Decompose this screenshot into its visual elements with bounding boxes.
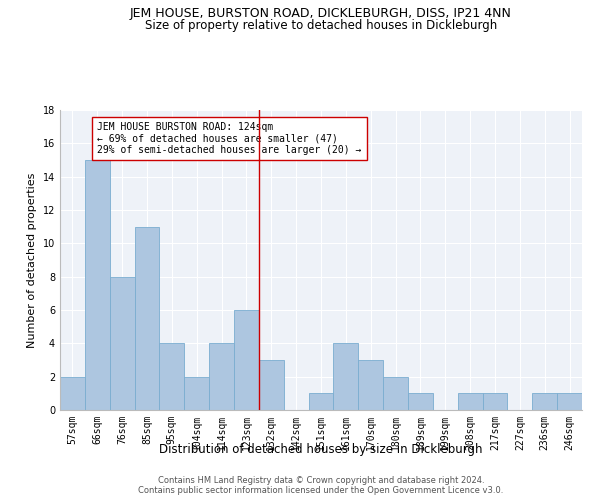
Bar: [557, 394, 582, 410]
Text: Contains HM Land Registry data © Crown copyright and database right 2024.
Contai: Contains HM Land Registry data © Crown c…: [139, 476, 503, 495]
Bar: [408, 394, 433, 410]
Bar: [160, 344, 184, 410]
Bar: [458, 394, 482, 410]
Bar: [334, 344, 358, 410]
Bar: [234, 310, 259, 410]
Bar: [60, 376, 85, 410]
Bar: [110, 276, 134, 410]
Y-axis label: Number of detached properties: Number of detached properties: [27, 172, 37, 348]
Bar: [383, 376, 408, 410]
Bar: [308, 394, 334, 410]
Bar: [259, 360, 284, 410]
Bar: [482, 394, 508, 410]
Text: Distribution of detached houses by size in Dickleburgh: Distribution of detached houses by size …: [159, 442, 483, 456]
Bar: [532, 394, 557, 410]
Text: Size of property relative to detached houses in Dickleburgh: Size of property relative to detached ho…: [145, 19, 497, 32]
Text: JEM HOUSE, BURSTON ROAD, DICKLEBURGH, DISS, IP21 4NN: JEM HOUSE, BURSTON ROAD, DICKLEBURGH, DI…: [130, 8, 512, 20]
Bar: [85, 160, 110, 410]
Bar: [134, 226, 160, 410]
Text: JEM HOUSE BURSTON ROAD: 124sqm
← 69% of detached houses are smaller (47)
29% of : JEM HOUSE BURSTON ROAD: 124sqm ← 69% of …: [97, 122, 362, 155]
Bar: [209, 344, 234, 410]
Bar: [358, 360, 383, 410]
Bar: [184, 376, 209, 410]
